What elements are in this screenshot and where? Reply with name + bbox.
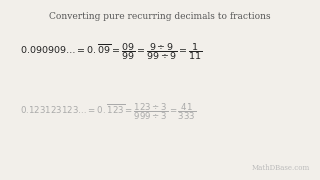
Text: $0.090909\ldots = 0.\overline{09} = \dfrac{09}{99} = \dfrac{9\div9}{99\div9} = \: $0.090909\ldots = 0.\overline{09} = \dfr… — [20, 42, 203, 62]
Text: MathDBase.com: MathDBase.com — [252, 164, 310, 172]
Text: Converting pure recurring decimals to fractions: Converting pure recurring decimals to fr… — [49, 12, 271, 21]
Text: $0.123123123\ldots = 0.\overline{123} = \dfrac{123\div3}{999\div3} = \dfrac{41}{: $0.123123123\ldots = 0.\overline{123} = … — [20, 102, 196, 122]
